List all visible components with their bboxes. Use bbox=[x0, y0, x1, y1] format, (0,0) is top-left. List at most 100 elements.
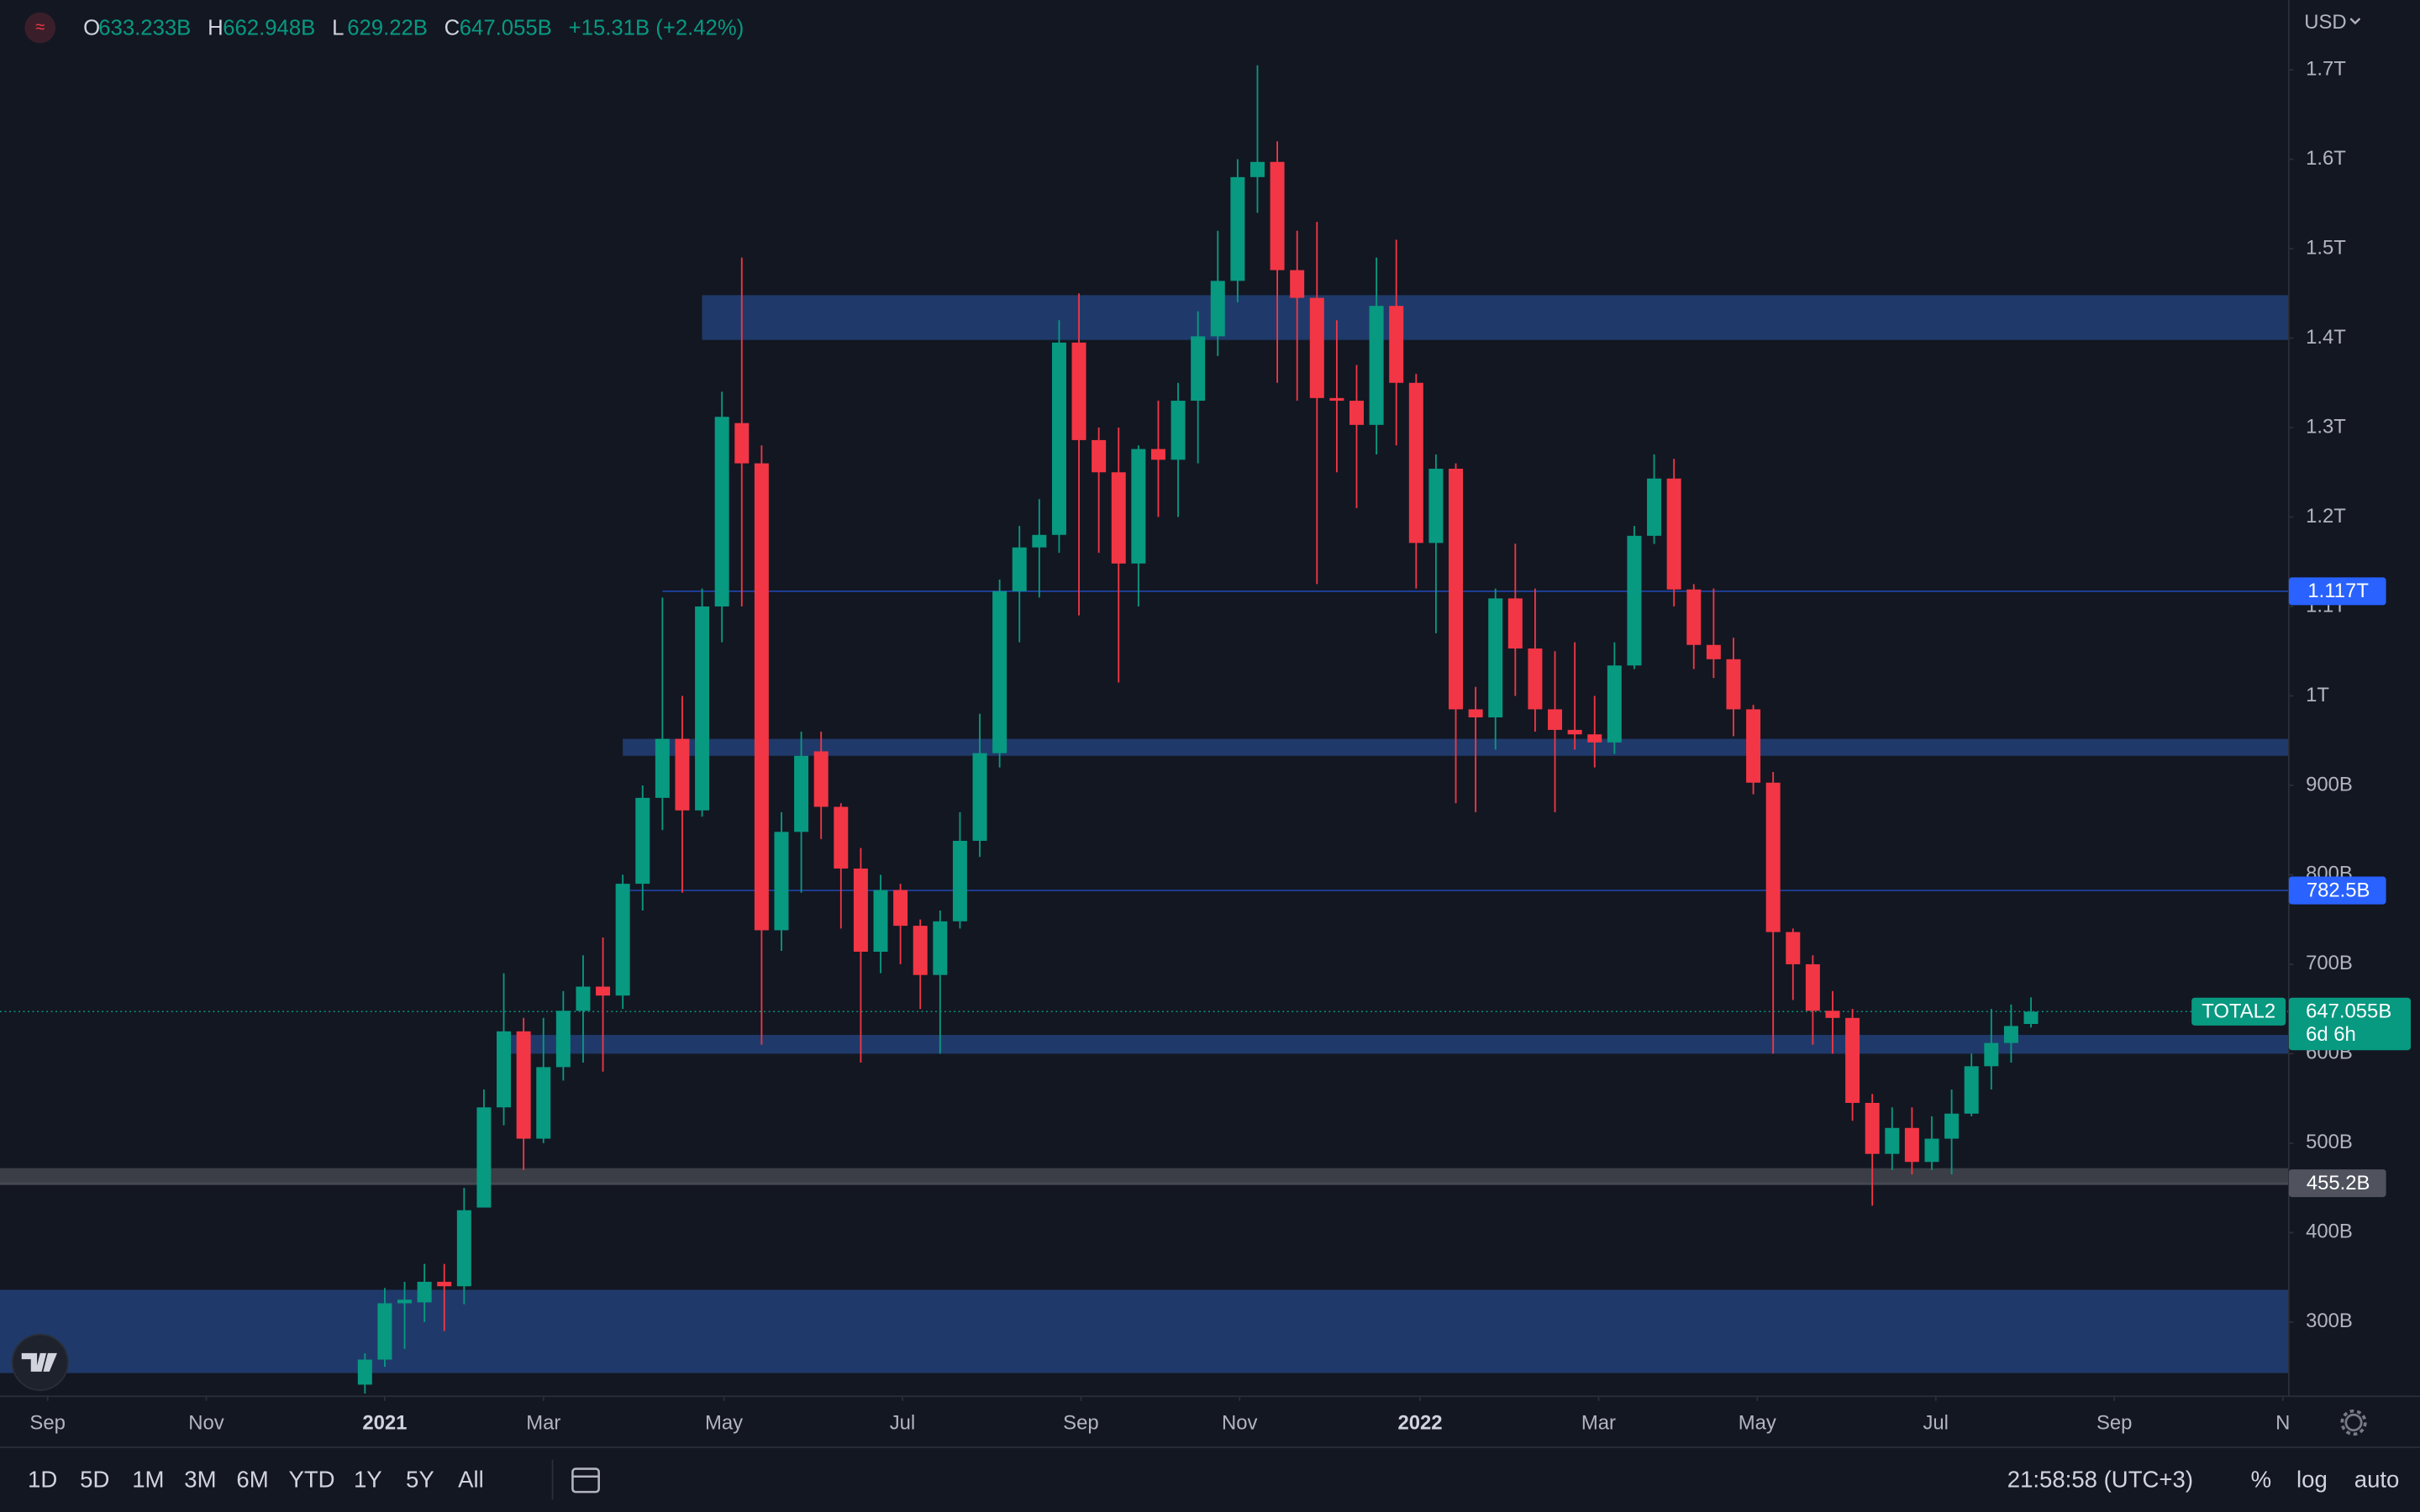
candle-body bbox=[1389, 306, 1404, 383]
candle-body bbox=[1249, 161, 1265, 177]
candle-body bbox=[1607, 665, 1622, 743]
candle-body bbox=[1548, 709, 1563, 730]
candle-body bbox=[437, 1281, 452, 1287]
tv-logo-glyph bbox=[21, 1352, 57, 1372]
candle-body bbox=[893, 890, 908, 927]
range-button[interactable]: 5Y bbox=[406, 1467, 434, 1493]
x-tick-label: Jul bbox=[1923, 1412, 1949, 1435]
candle-body bbox=[1468, 709, 1483, 718]
clock: 21:58:58 (UTC+3) bbox=[2007, 1467, 2193, 1493]
candle-body bbox=[1171, 401, 1186, 460]
current-price-label: 647.055B bbox=[2306, 1000, 2391, 1023]
zone bbox=[0, 1168, 2289, 1185]
range-button[interactable]: 5D bbox=[80, 1467, 109, 1493]
range-button[interactable]: 1D bbox=[28, 1467, 57, 1493]
y-tick-label: 300B bbox=[2306, 1310, 2353, 1332]
date-range-icon[interactable] bbox=[571, 1467, 600, 1494]
scale-option[interactable]: % bbox=[2251, 1467, 2272, 1493]
x-tick-label: Sep bbox=[1063, 1412, 1098, 1435]
candle-body bbox=[952, 840, 967, 921]
candle-body bbox=[1230, 176, 1245, 281]
y-tick-label: 500B bbox=[2306, 1131, 2353, 1153]
level-label: 1.117T bbox=[2307, 580, 2369, 602]
symbol-tag: TOTAL2 bbox=[2202, 1000, 2275, 1023]
x-tick-label: 2022 bbox=[1397, 1412, 1442, 1435]
currency[interactable]: USD bbox=[2304, 11, 2346, 34]
candle-body bbox=[853, 868, 868, 953]
symbol-logo[interactable] bbox=[24, 12, 56, 44]
candle-body bbox=[1329, 397, 1344, 402]
level-label: 782.5B bbox=[2307, 879, 2370, 901]
range-button[interactable]: 6M bbox=[236, 1467, 268, 1493]
candle-body bbox=[1092, 439, 1107, 473]
level-label-box bbox=[2288, 577, 2386, 606]
scale-option[interactable]: log bbox=[2296, 1467, 2328, 1493]
currency-caret bbox=[2349, 18, 2361, 25]
ohlc-value: 647.055B bbox=[460, 17, 552, 40]
candle-body bbox=[873, 890, 888, 953]
candle-body bbox=[397, 1299, 413, 1304]
range-button[interactable]: 3M bbox=[184, 1467, 216, 1493]
ohlc-value: 633.233B bbox=[98, 17, 191, 40]
candle-body bbox=[2003, 1026, 2018, 1043]
candle-body bbox=[992, 591, 1007, 753]
candle-body bbox=[1428, 468, 1444, 543]
candle-body bbox=[497, 1031, 512, 1108]
candle-body bbox=[1587, 734, 1602, 743]
countdown-label: 6d 6h bbox=[2306, 1023, 2356, 1046]
candle-body bbox=[1270, 161, 1285, 270]
candle-body bbox=[1765, 782, 1781, 932]
scale-option[interactable]: auto bbox=[2354, 1467, 2400, 1493]
candle-body bbox=[1944, 1113, 1960, 1139]
candle-body bbox=[456, 1210, 471, 1287]
candle-body bbox=[357, 1359, 372, 1385]
x-tick-label: Jul bbox=[890, 1412, 915, 1435]
y-tick-label: 1.6T bbox=[2306, 147, 2346, 170]
candle-body bbox=[635, 797, 650, 885]
candle-body bbox=[1726, 659, 1741, 710]
zone bbox=[509, 1035, 2289, 1054]
candle-body bbox=[417, 1281, 432, 1303]
range-button[interactable]: All bbox=[458, 1467, 484, 1493]
x-tick-label: May bbox=[1739, 1412, 1776, 1435]
candle-body bbox=[1746, 709, 1761, 783]
candle-body bbox=[813, 751, 829, 807]
candle-body bbox=[1150, 449, 1165, 460]
candle-body bbox=[1924, 1138, 1939, 1163]
candle-body bbox=[1865, 1102, 1880, 1154]
candle-body bbox=[1686, 589, 1702, 645]
symbol-logo-glyph: ≈ bbox=[35, 18, 45, 36]
y-tick-label: 1.3T bbox=[2306, 415, 2346, 438]
x-tick-label: May bbox=[705, 1412, 743, 1435]
candle-body bbox=[1706, 644, 1721, 659]
current-price-box bbox=[2288, 997, 2411, 1051]
y-tick-label: 1T bbox=[2306, 684, 2329, 706]
candle-body bbox=[1507, 598, 1523, 649]
settings-icon-teeth bbox=[2340, 1409, 2367, 1436]
ohlc-key: C bbox=[445, 17, 460, 40]
zone bbox=[702, 295, 2289, 340]
y-tick-label: 1.2T bbox=[2306, 505, 2346, 528]
candle-body bbox=[1825, 1011, 1840, 1018]
candle-body bbox=[1786, 932, 1801, 964]
range-button[interactable]: YTD bbox=[288, 1467, 334, 1493]
candle-body bbox=[1904, 1127, 1919, 1163]
range-button[interactable]: 1Y bbox=[354, 1467, 382, 1493]
settings-icon[interactable] bbox=[2344, 1413, 2363, 1432]
candle-body bbox=[1647, 478, 1662, 536]
x-tick-label: Mar bbox=[526, 1412, 560, 1435]
candle-body bbox=[714, 417, 729, 606]
candle-body bbox=[1488, 598, 1503, 718]
x-tick-label: Sep bbox=[2096, 1412, 2132, 1435]
y-tick-label: 700B bbox=[2306, 952, 2353, 974]
candle-body bbox=[596, 986, 611, 996]
candle-body bbox=[1984, 1042, 1999, 1067]
candle-body bbox=[675, 738, 690, 811]
candle-body bbox=[536, 1067, 551, 1139]
candle-body bbox=[695, 606, 710, 811]
range-button[interactable]: 1M bbox=[132, 1467, 164, 1493]
candle-body bbox=[1032, 534, 1047, 548]
ohlc-change: +15.31B (+2.42%) bbox=[569, 17, 744, 40]
